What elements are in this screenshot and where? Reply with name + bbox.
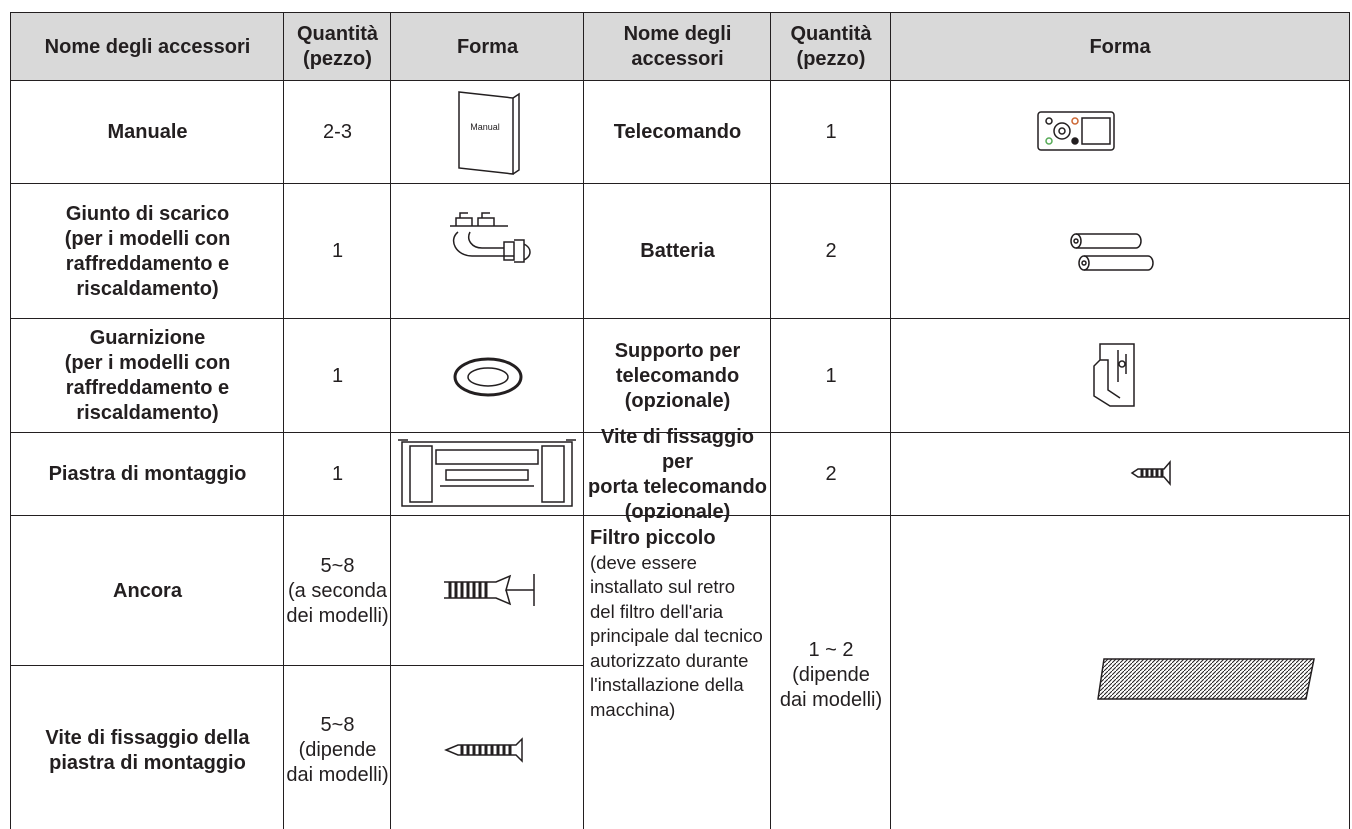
name-cell: Vite di fissaggio per porta telecomando … bbox=[583, 426, 771, 523]
name: Ancora bbox=[113, 579, 182, 602]
quantity: 1 bbox=[331, 463, 344, 485]
name-cell: Supporto per telecomando (opzionale) bbox=[583, 318, 771, 433]
qty-cell: 5~8 (dipende dai modelli) bbox=[283, 665, 391, 829]
screw-icon bbox=[444, 737, 523, 763]
holder-screw-icon bbox=[1130, 459, 1171, 487]
mounting-plate-icon bbox=[398, 439, 576, 507]
quantity: 1 bbox=[825, 121, 837, 143]
quantity: 2-3 bbox=[323, 121, 352, 143]
qty-cell: 1 bbox=[283, 183, 391, 319]
filter-icon bbox=[1097, 658, 1315, 700]
name: Piastra di montaggio bbox=[48, 463, 247, 485]
qty-cell: 1 bbox=[283, 318, 391, 433]
manual-icon: Manual bbox=[458, 91, 520, 175]
header-cell: Forma bbox=[390, 12, 584, 81]
header-text: Quantità (pezzo) bbox=[790, 23, 872, 70]
header-text: Quantità (pezzo) bbox=[296, 23, 379, 70]
name: Vite di fissaggio della piastra di monta… bbox=[45, 726, 250, 774]
quantity: 5~8 (dipende dai modelli) bbox=[286, 714, 389, 786]
shape-cell bbox=[890, 80, 1350, 184]
manual-label: Manual bbox=[470, 122, 500, 132]
drain-joint-icon bbox=[450, 212, 531, 263]
description: (deve essere installato sul retro del fi… bbox=[590, 551, 763, 720]
shape-cell bbox=[390, 183, 584, 319]
quantity: 2 bbox=[825, 240, 837, 262]
shape-cell bbox=[390, 80, 584, 184]
shape-cell bbox=[890, 515, 1350, 829]
shape-cell bbox=[390, 665, 584, 829]
header-cell: Quantità (pezzo) bbox=[283, 12, 391, 81]
gasket-icon bbox=[453, 357, 523, 397]
name-cell: Ancora bbox=[10, 515, 284, 666]
qty-cell: 2 bbox=[770, 432, 891, 516]
header-cell: Nome degli accessori bbox=[10, 12, 284, 81]
name: Batteria bbox=[640, 240, 715, 262]
qty-cell: 5~8 (a seconda dei modelli) bbox=[283, 515, 391, 666]
name-cell: Piastra di montaggio bbox=[10, 432, 284, 516]
remote-icon bbox=[1037, 111, 1115, 151]
name: Supporto per telecomando (opzionale) bbox=[614, 339, 741, 412]
qty-cell: 1 ~ 2 (dipende dai modelli) bbox=[770, 515, 891, 829]
header-text: Forma bbox=[1089, 35, 1151, 58]
header-text: Nome degli accessori bbox=[44, 35, 251, 58]
quantity: 2 bbox=[825, 463, 837, 485]
shape-cell bbox=[890, 183, 1350, 319]
shape-cell bbox=[890, 432, 1350, 516]
shape-cell bbox=[390, 318, 584, 433]
header-text: Nome degli accessori bbox=[623, 23, 732, 70]
name-cell: Guarnizione (per i modelli con raffredda… bbox=[10, 318, 284, 433]
qty-cell: 1 bbox=[770, 80, 891, 184]
name-cell: Telecomando bbox=[583, 80, 771, 184]
quantity: 1 bbox=[331, 364, 344, 387]
name: Telecomando bbox=[613, 121, 742, 143]
shape-cell bbox=[390, 432, 584, 516]
name: Manuale bbox=[107, 121, 188, 143]
name: Guarnizione (per i modelli con raffredda… bbox=[64, 327, 231, 424]
quantity: 1 ~ 2 (dipende dai modelli) bbox=[779, 639, 883, 711]
qty-cell: 2-3 bbox=[283, 80, 391, 184]
qty-cell: 1 bbox=[283, 432, 391, 516]
header-cell: Forma bbox=[890, 12, 1350, 81]
anchor-icon bbox=[444, 574, 535, 606]
remote-holder-icon bbox=[1093, 343, 1135, 407]
quantity: 5~8 (a seconda dei modelli) bbox=[286, 554, 389, 627]
header-cell: Quantità (pezzo) bbox=[770, 12, 891, 81]
battery-icon bbox=[1070, 233, 1154, 271]
header-text: Forma bbox=[456, 35, 519, 58]
name-cell: Giunto di scarico (per i modelli con raf… bbox=[10, 183, 284, 319]
qty-cell: 2 bbox=[770, 183, 891, 319]
name-cell: Batteria bbox=[583, 183, 771, 319]
name: Giunto di scarico (per i modelli con raf… bbox=[64, 202, 231, 300]
name: Filtro piccolo bbox=[590, 527, 716, 549]
name-cell: Vite di fissaggio della piastra di monta… bbox=[10, 665, 284, 829]
name: Vite di fissaggio per porta telecomando … bbox=[588, 425, 767, 523]
quantity: 1 bbox=[331, 240, 344, 262]
qty-cell: 1 bbox=[770, 318, 891, 433]
header-cell: Nome degli accessori bbox=[583, 12, 771, 81]
name-cell: Filtro piccolo (deve essere installato s… bbox=[583, 515, 771, 829]
quantity: 1 bbox=[825, 364, 837, 387]
shape-cell bbox=[890, 318, 1350, 433]
name-cell: Manuale bbox=[10, 80, 284, 184]
shape-cell bbox=[390, 515, 584, 666]
